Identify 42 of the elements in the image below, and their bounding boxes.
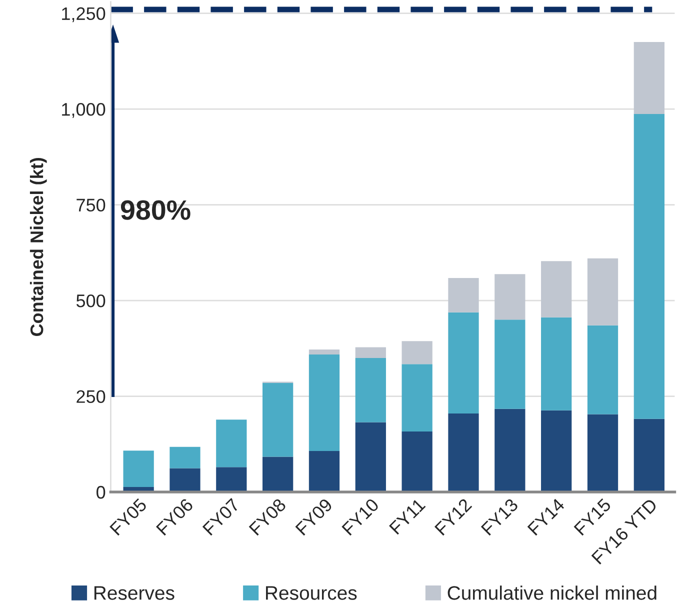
y-tick-label: 250 — [76, 390, 106, 403]
bar — [355, 347, 386, 358]
bar — [541, 317, 572, 410]
bar — [587, 414, 618, 492]
y-axis-title: Contained Nickel (kt) — [30, 158, 47, 336]
bar — [355, 358, 386, 422]
bar — [402, 364, 432, 432]
bar — [587, 258, 618, 326]
bar — [448, 278, 479, 312]
annotation: 980% — [120, 200, 190, 220]
bar — [402, 431, 432, 492]
bar — [123, 450, 154, 488]
bar — [634, 418, 664, 492]
bar — [587, 325, 618, 414]
y-tick-label: 1,250 — [62, 7, 106, 22]
legend-label: Reserves — [94, 586, 174, 600]
bar — [308, 451, 340, 492]
bar — [494, 274, 526, 320]
bar — [355, 422, 386, 492]
bar — [634, 42, 664, 114]
bar — [448, 312, 479, 414]
bar — [262, 382, 294, 457]
bar — [634, 114, 664, 419]
y-tick-label: 500 — [76, 294, 106, 308]
legend-label: Resources — [266, 586, 357, 600]
y-tick-label: 750 — [76, 198, 106, 212]
bar — [308, 354, 340, 452]
bar — [402, 341, 432, 364]
bar — [494, 320, 526, 409]
bar — [216, 467, 247, 492]
bar — [494, 408, 526, 492]
bar — [262, 456, 294, 492]
bar — [541, 410, 572, 492]
bar — [170, 468, 200, 492]
y-tick-label: 0 — [96, 486, 106, 499]
bar — [308, 350, 340, 355]
bar — [216, 420, 247, 468]
bar — [170, 446, 200, 468]
bar — [541, 261, 572, 318]
bar — [448, 414, 479, 492]
legend-label: Cumulative nickel mined — [448, 586, 656, 600]
y-tick-label: 1,000 — [62, 103, 106, 118]
